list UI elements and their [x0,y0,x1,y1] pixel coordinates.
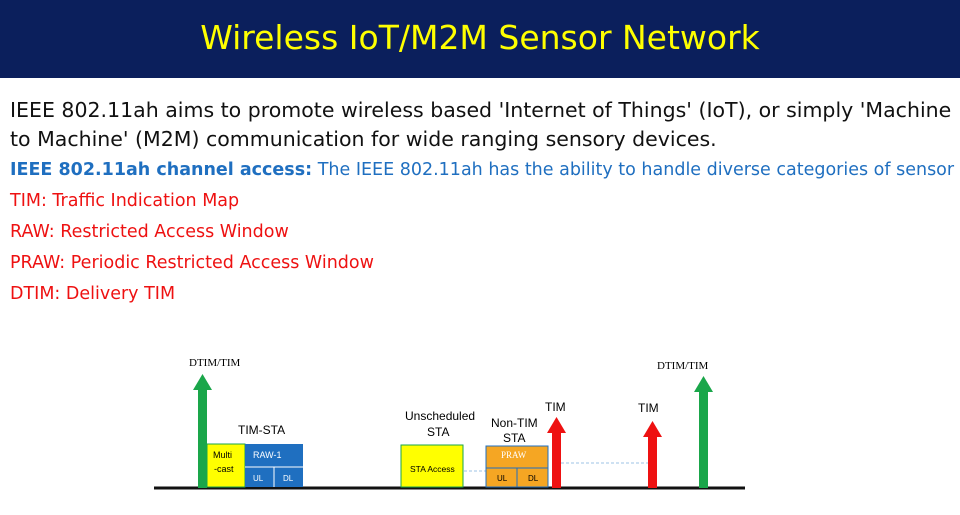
definition-raw: RAW: Restricted Access Window [10,222,289,242]
dtim-label-right: DTIM/TIM [657,360,709,372]
channel-access-label: IEEE 802.11ah channel access: [10,160,313,180]
sta-access-block [400,444,464,488]
raw1-label: RAW-1 [253,450,282,460]
definition-tim: TIM: Traffic Indication Map [10,191,240,211]
dtim-label-left: DTIM/TIM [189,357,241,369]
praw-dl-label: DL [528,474,539,483]
dtim-arrow-left [193,374,212,488]
tim-arrow-1 [547,417,566,488]
sta-access-label: STA Access [410,464,455,474]
non-tim-sta-label-2: STA [503,431,525,445]
definition-dtim: DTIM: Delivery TIM [10,284,176,304]
multicast-label-2: -cast [214,464,234,474]
slide-header: Wireless IoT/M2M Sensor Network [0,0,960,78]
raw1-ul-label: UL [253,474,264,483]
praw-ul-label: UL [497,474,508,483]
channel-access-text: The IEEE 802.11ah has the ability to han… [312,160,960,180]
praw-label: PRAW [501,450,527,460]
tim-label-2: TIM [638,401,659,415]
non-tim-sta-label-1: Non-TIM [491,416,538,430]
multicast-block [206,443,246,488]
tim-label-1: TIM [545,400,566,414]
tim-sta-label: TIM-STA [238,423,285,437]
definition-praw: PRAW: Periodic Restricted Access Window [10,253,374,273]
unscheduled-sta-label-2: STA [427,425,449,439]
dtim-arrow-right [694,376,713,488]
tim-arrow-2 [643,421,662,488]
intro-paragraph: IEEE 802.11ah aims to promote wireless b… [10,98,952,151]
multicast-label-1: Multi [213,450,232,460]
raw1-dl-label: DL [283,474,294,483]
unscheduled-sta-label-1: Unscheduled [405,409,475,423]
channel-access-line: IEEE 802.11ah channel access: The IEEE 8… [10,160,960,180]
slide-title: Wireless IoT/M2M Sensor Network [200,18,760,57]
